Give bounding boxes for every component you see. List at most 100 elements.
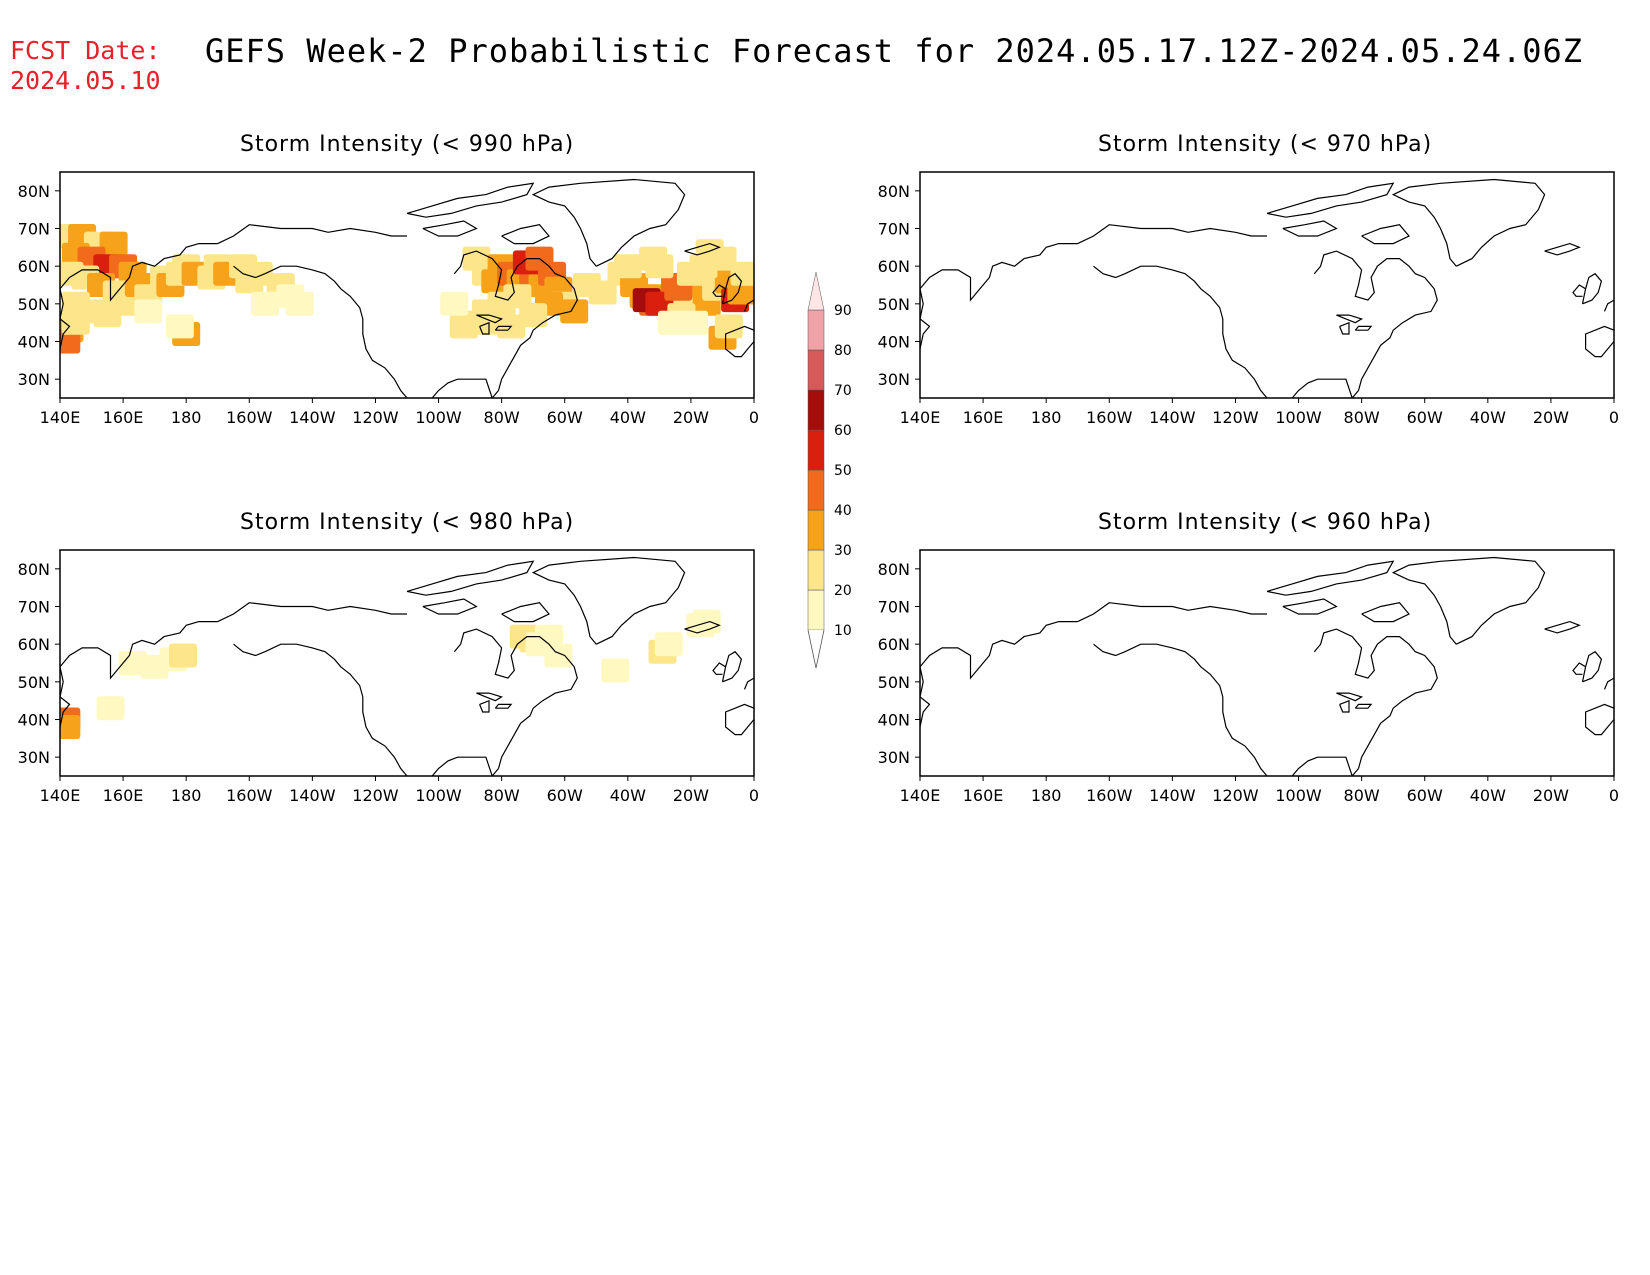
colorbar-label: 10: [834, 623, 852, 639]
lon-tick-label: 40W: [610, 408, 646, 427]
lon-tick-label: 160W: [1086, 786, 1133, 805]
colorbar-swatch: [807, 589, 825, 631]
lat-tick-label: 50N: [18, 295, 50, 314]
lon-tick-label: 140E: [40, 408, 81, 427]
coastline: [453, 250, 578, 391]
coastline: [1282, 220, 1338, 237]
lon-tick-label: 140E: [900, 408, 941, 427]
coastline: [1585, 325, 1614, 358]
colorbar-label: 40: [834, 503, 852, 519]
lon-tick-label: 180: [1031, 786, 1062, 805]
colorbar-legend: 10 20 30 40 50 60 70 80 90: [807, 271, 852, 669]
coastline: [406, 560, 535, 596]
coastline: [476, 692, 504, 702]
lat-tick-label: 40N: [18, 333, 50, 352]
colorbar-label: 20: [834, 583, 852, 599]
coastline: [531, 178, 686, 267]
probability-cell: [134, 299, 163, 324]
coastline: [725, 703, 754, 736]
probability-cell: [118, 651, 147, 675]
lon-tick-label: 60W: [547, 786, 583, 805]
fcst-date: 2024.05.10: [10, 66, 161, 95]
colorbar-swatch: [807, 509, 825, 551]
probability-cell: [96, 696, 125, 721]
forecast-date-label: FCST Date: 2024.05.10: [10, 36, 161, 96]
probability-cell: [639, 246, 668, 271]
coastline: [1603, 677, 1614, 690]
coastline: [476, 314, 504, 324]
probability-cell: [658, 310, 686, 335]
probability-cell: [613, 254, 642, 279]
lon-tick-label: 160E: [103, 408, 144, 427]
map-panel-960: 140E 160E 180 160W 140W 120W 100W 80W 60W 40W 20W 0…: [878, 549, 1619, 805]
coastline: [1291, 378, 1359, 398]
lon-tick-label: 20W: [673, 408, 709, 427]
probability-cell: [654, 632, 683, 657]
coastline: [712, 284, 726, 297]
lon-tick-label: 160W: [1086, 408, 1133, 427]
coastline: [1291, 756, 1359, 776]
colorbar-swatch: [807, 309, 825, 351]
map-frame: [59, 549, 755, 777]
probability-cell: [714, 314, 743, 339]
probability-cell: [708, 246, 737, 271]
lat-tick-label: 60N: [18, 635, 50, 654]
colorbar-label: 30: [834, 543, 852, 559]
fcst-label: FCST Date:: [10, 36, 161, 65]
coastline: [1581, 272, 1603, 305]
coastline: [1336, 314, 1364, 324]
coastline: [233, 265, 408, 398]
lon-tick-label: 160W: [226, 408, 273, 427]
lon-tick-label: 0: [749, 408, 759, 427]
coastline: [494, 703, 513, 709]
page-title: GEFS Week-2 Probabilistic Forecast for 2…: [205, 32, 1584, 70]
lon-tick-label: 120W: [1212, 786, 1259, 805]
lat-tick-label: 80N: [878, 560, 910, 579]
map-frame: [919, 549, 1615, 777]
lon-tick-label: 100W: [1275, 786, 1322, 805]
lat-tick-label: 50N: [878, 295, 910, 314]
coastline: [1266, 560, 1395, 596]
coastline: [217, 224, 407, 245]
map-panel-980: 140E 160E 180 160W 140W 120W 100W 80W 60W 40W 20W 0…: [18, 549, 759, 805]
lat-tick-label: 70N: [18, 598, 50, 617]
lon-tick-label: 0: [1609, 786, 1619, 805]
probability-cell: [61, 310, 90, 335]
coastline: [479, 699, 490, 713]
coastline: [1581, 650, 1603, 683]
coastline: [1572, 284, 1586, 297]
probability-cell: [99, 231, 128, 256]
coastline: [233, 643, 408, 776]
lat-tick-label: 70N: [878, 220, 910, 239]
lat-tick-label: 70N: [18, 220, 50, 239]
probability-cell: [544, 643, 573, 668]
lon-tick-label: 160E: [963, 408, 1004, 427]
lon-tick-label: 40W: [1470, 786, 1506, 805]
probability-cell: [519, 303, 548, 328]
colorbar-label: 50: [834, 463, 852, 479]
lon-tick-label: 0: [1609, 408, 1619, 427]
coastline: [1077, 224, 1267, 245]
lon-tick-label: 20W: [1533, 786, 1569, 805]
lon-tick-label: 40W: [1470, 408, 1506, 427]
lat-tick-label: 70N: [878, 598, 910, 617]
lat-tick-label: 60N: [878, 257, 910, 276]
coastline: [721, 272, 743, 305]
coastline: [1077, 602, 1267, 623]
lon-tick-label: 120W: [1212, 408, 1259, 427]
coastline: [406, 182, 535, 218]
coastline: [217, 602, 407, 623]
lon-tick-label: 140W: [1149, 408, 1196, 427]
lat-tick-label: 40N: [878, 711, 910, 730]
probability-cell: [165, 314, 194, 339]
panel-title-980: Storm Intensity (< 980 hPa): [240, 510, 575, 535]
colorbar-label: 60: [834, 423, 852, 439]
probability-cell: [601, 658, 630, 683]
coastline: [1391, 178, 1546, 267]
lon-tick-label: 0: [749, 786, 759, 805]
lat-tick-label: 60N: [18, 257, 50, 276]
coastline: [721, 650, 743, 683]
coastline: [684, 620, 721, 634]
coastline: [1361, 602, 1410, 623]
probability-cell: [680, 310, 709, 335]
